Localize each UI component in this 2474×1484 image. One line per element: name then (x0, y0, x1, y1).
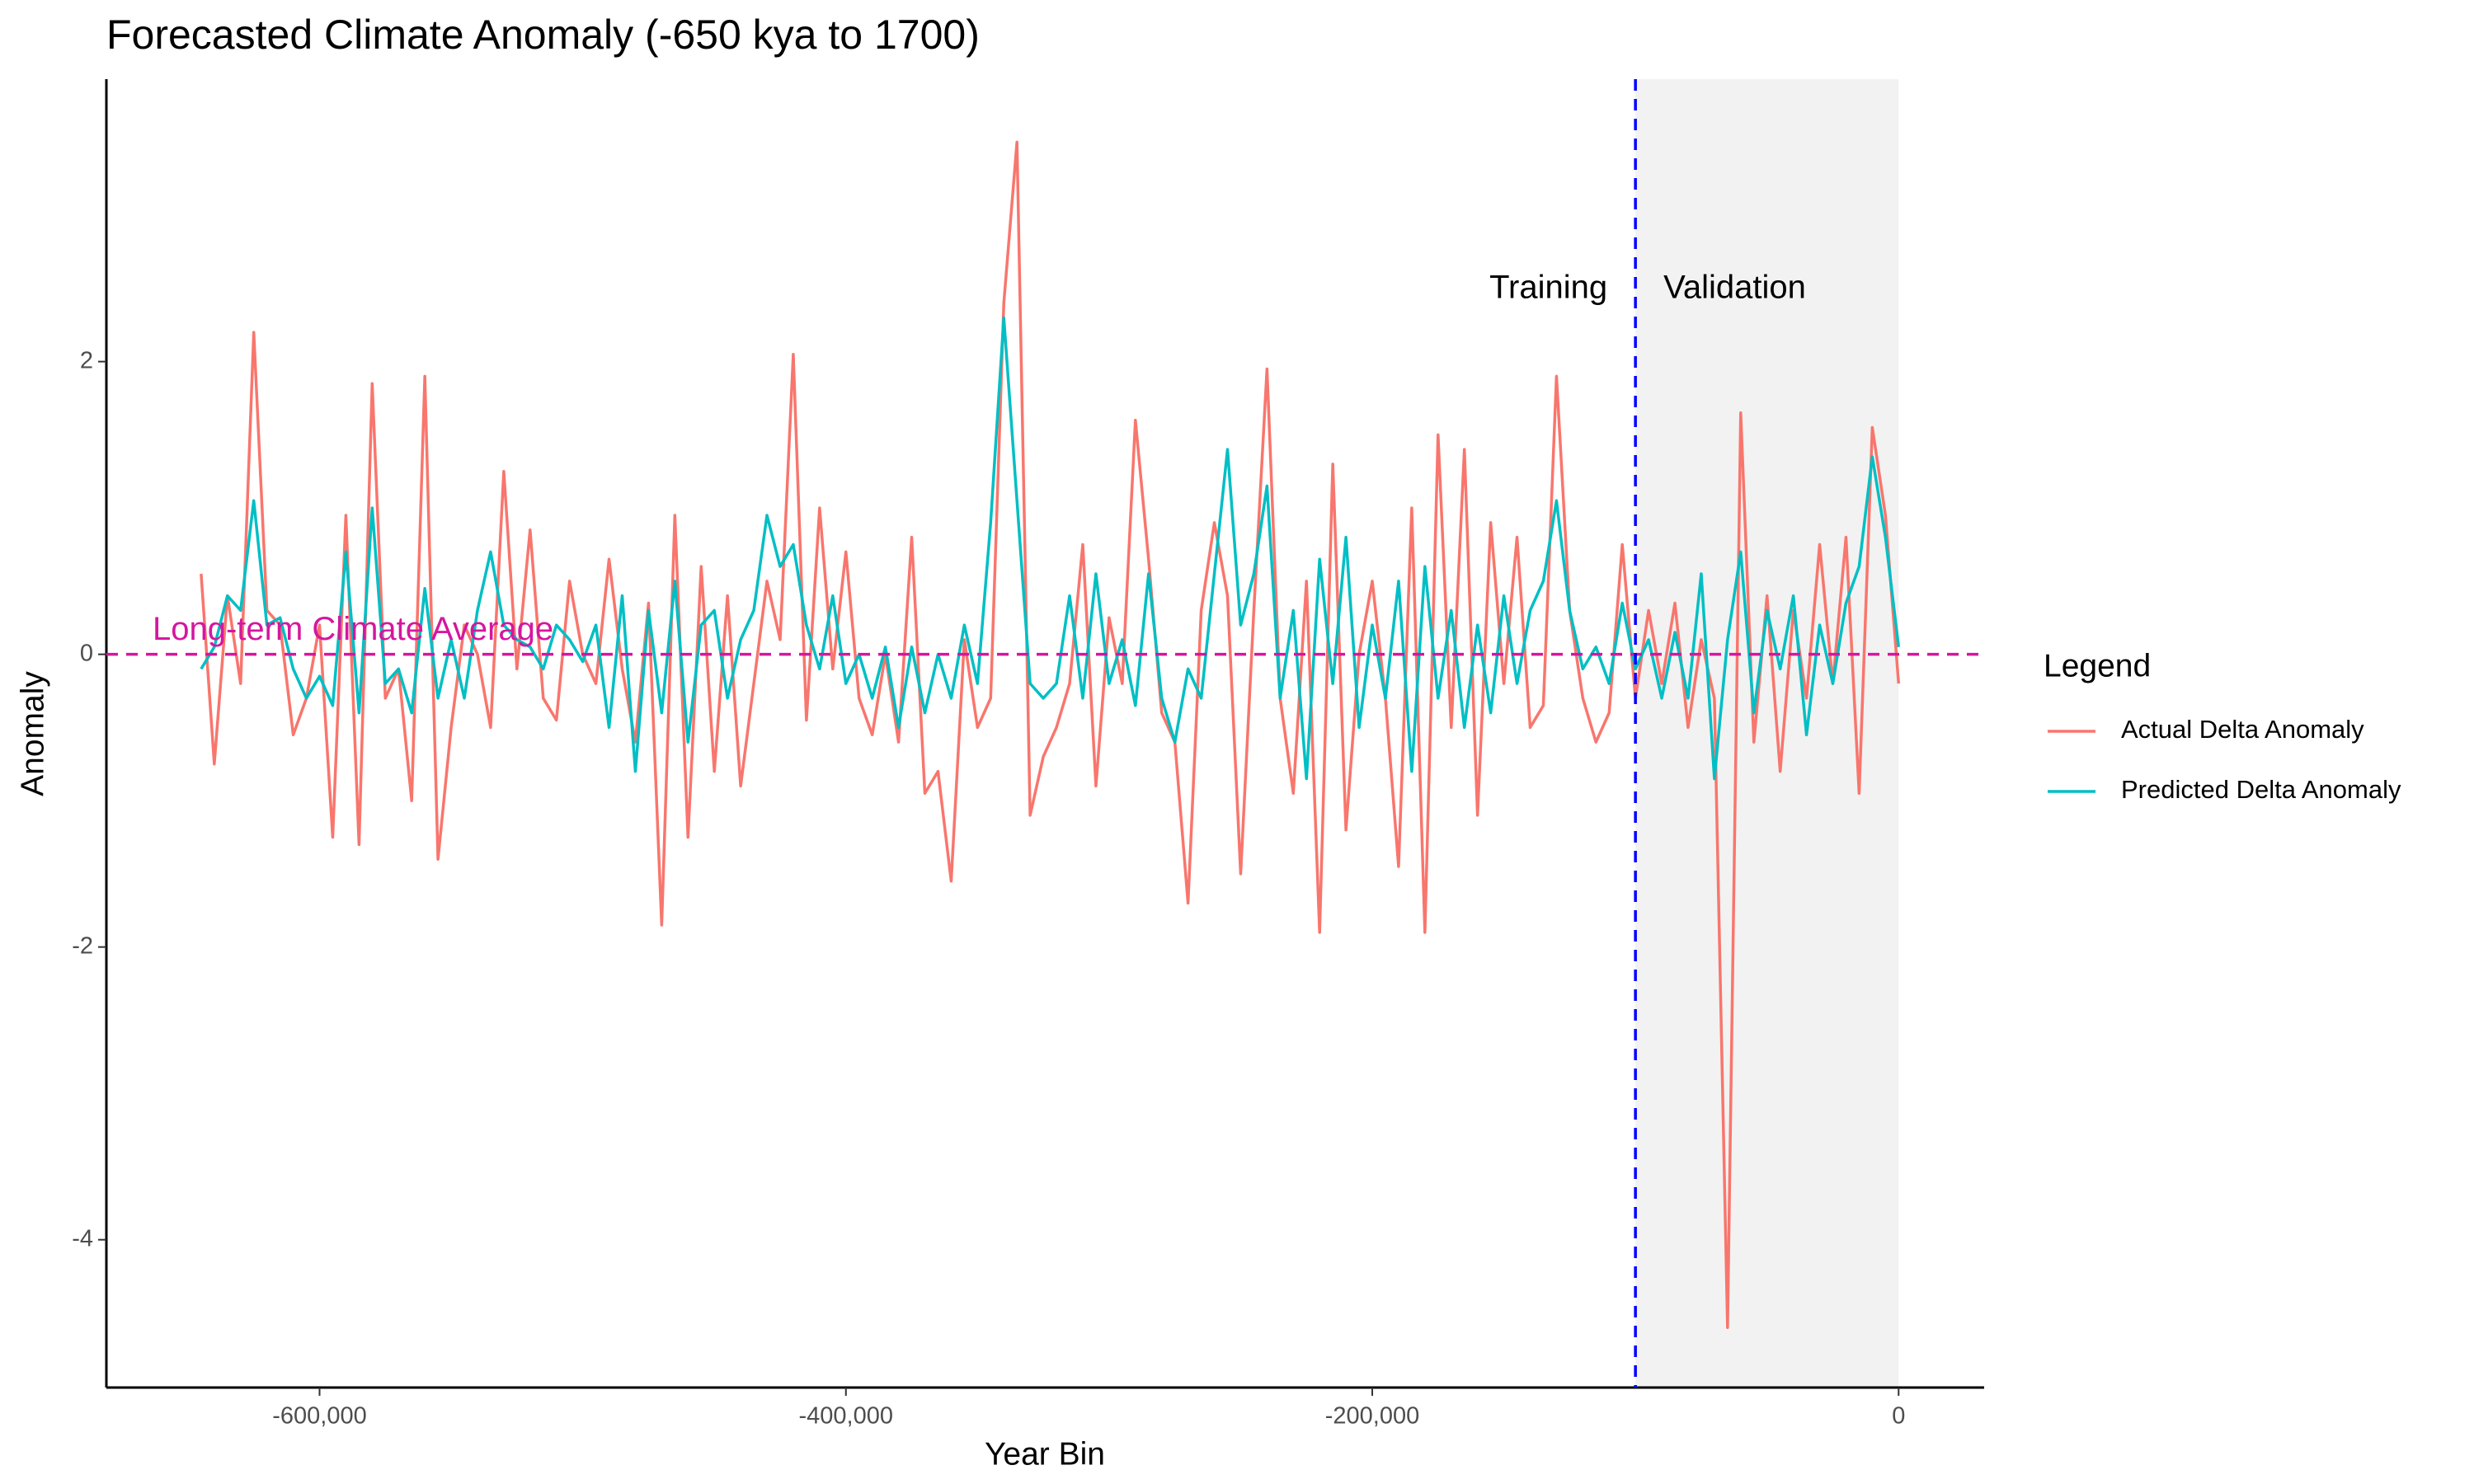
training-label: Training (1489, 270, 1607, 306)
y-axis-title: Anomaly (15, 671, 50, 796)
y-tick-label: 2 (80, 347, 93, 373)
legend-title: Legend (2044, 648, 2151, 683)
series-line (200, 140, 1901, 1329)
legend-label: Actual Delta Anomaly (2121, 715, 2364, 744)
legend-label: Predicted Delta Anomaly (2121, 775, 2401, 804)
y-tick-label: -2 (72, 932, 93, 959)
x-tick-label: 0 (1892, 1403, 1905, 1430)
y-tick-label: -4 (72, 1225, 93, 1252)
validation-label: Validation (1663, 270, 1806, 306)
average-label: Long-term Climate Average (153, 611, 553, 647)
x-tick-label: -400,000 (799, 1403, 894, 1430)
y-tick-label: 0 (80, 640, 93, 666)
x-axis-title: Year Bin (985, 1436, 1105, 1472)
series-line (200, 316, 1901, 781)
chart-title: Forecasted Climate Anomaly (-650 kya to … (106, 12, 980, 58)
x-tick-label: -200,000 (1325, 1403, 1420, 1430)
x-tick-label: -600,000 (272, 1403, 367, 1430)
